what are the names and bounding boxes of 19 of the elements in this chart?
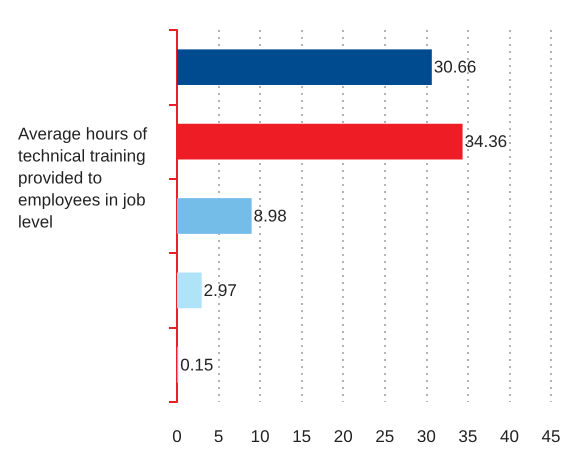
x-tick-label: 5 <box>214 427 224 446</box>
x-tick-label: 10 <box>250 427 270 446</box>
x-tick-label: 20 <box>334 427 353 446</box>
data-label: 30.66 <box>434 58 476 77</box>
x-tick-label: 35 <box>458 427 478 446</box>
x-tick-label: 15 <box>292 427 312 446</box>
bar <box>177 49 432 86</box>
x-tick-label: 40 <box>500 427 519 446</box>
x-tick-label: 45 <box>542 427 560 446</box>
x-tick-label: 25 <box>375 427 394 446</box>
data-label: 34.36 <box>464 132 508 152</box>
bar <box>177 272 202 308</box>
x-tick-label: 30 <box>416 427 436 446</box>
y-axis-title: Average hours of technical training provided to employees in job level <box>18 124 152 232</box>
data-label: 0.15 <box>180 355 214 374</box>
data-label: 8.98 <box>254 206 287 226</box>
bar <box>177 198 252 234</box>
x-tick-label: 0 <box>172 427 182 446</box>
data-label: 2.97 <box>204 280 237 300</box>
